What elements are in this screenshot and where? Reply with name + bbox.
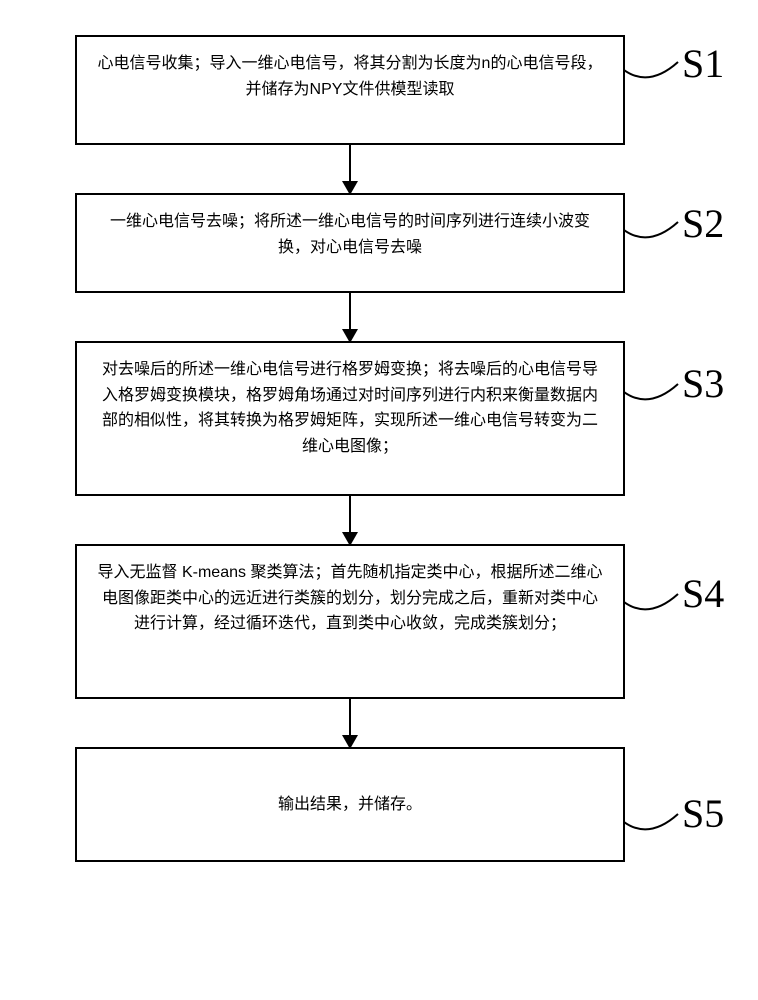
step-box-s3: 对去噪后的所述一维心电信号进行格罗姆变换；将去噪后的心电信号导入格罗姆变换模块，… [75, 341, 625, 496]
step-label-text-s3: S3 [682, 361, 724, 406]
step-text-s1: 心电信号收集；导入一维心电信号，将其分割为长度为n的心电信号段，并储存为NPY文… [98, 55, 603, 98]
arrow-s3-s4 [349, 496, 351, 544]
step-label-text-s5: S5 [682, 791, 724, 836]
step-text-s2: 一维心电信号去噪；将所述一维心电信号的时间序列进行连续小波变换，对心电信号去噪 [110, 213, 590, 256]
connector-s1 [624, 48, 684, 88]
step-label-s4: S4 [682, 570, 724, 617]
arrow-s2-s3 [349, 293, 351, 341]
step-box-s1: 心电信号收集；导入一维心电信号，将其分割为长度为n的心电信号段，并储存为NPY文… [75, 35, 625, 145]
step-label-text-s4: S4 [682, 571, 724, 616]
step-label-s3: S3 [682, 360, 724, 407]
step-label-s1: S1 [682, 40, 724, 87]
step-box-s5: 输出结果，并储存。 [75, 747, 625, 862]
step-text-s5: 输出结果，并储存。 [278, 792, 422, 818]
connector-s3 [624, 370, 684, 410]
arrow-s4-s5 [349, 699, 351, 747]
connector-s5 [624, 800, 684, 840]
step-box-s2: 一维心电信号去噪；将所述一维心电信号的时间序列进行连续小波变换，对心电信号去噪 [75, 193, 625, 293]
step-label-text-s1: S1 [682, 41, 724, 86]
step-label-s2: S2 [682, 200, 724, 247]
step-label-text-s2: S2 [682, 201, 724, 246]
arrow-s1-s2 [349, 145, 351, 193]
flowchart-container: 心电信号收集；导入一维心电信号，将其分割为长度为n的心电信号段，并储存为NPY文… [75, 35, 625, 862]
step-text-s4: 导入无监督 K-means 聚类算法；首先随机指定类中心，根据所述二维心电图像距… [98, 564, 603, 632]
connector-s4 [624, 580, 684, 620]
connector-s2 [624, 208, 684, 248]
step-label-s5: S5 [682, 790, 724, 837]
step-box-s4: 导入无监督 K-means 聚类算法；首先随机指定类中心，根据所述二维心电图像距… [75, 544, 625, 699]
step-text-s3: 对去噪后的所述一维心电信号进行格罗姆变换；将去噪后的心电信号导入格罗姆变换模块，… [102, 361, 598, 455]
